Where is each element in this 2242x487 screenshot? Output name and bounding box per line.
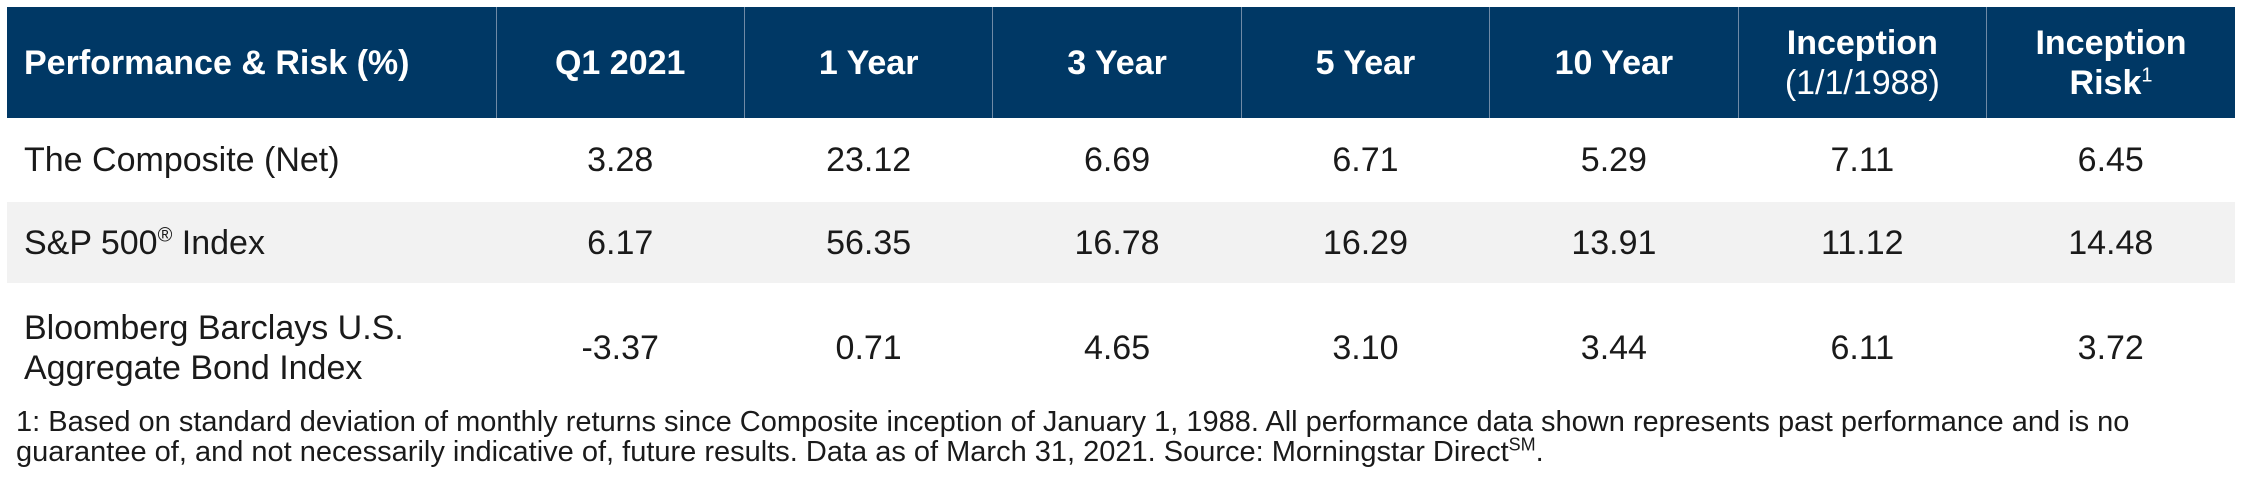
header-inception-date: (1/1/1988) (1784, 63, 1940, 102)
cell-value: 16.29 (1322, 223, 1409, 262)
header-5-year: 5 Year (1240, 7, 1490, 118)
table-row: Bloomberg Barclays U.S. Aggregate Bond In… (7, 283, 2235, 413)
table-row: The Composite (Net) 3.28 23.12 6.69 6.71… (7, 118, 2235, 202)
cell-value: 16.78 (1074, 223, 1160, 262)
cell-value: 5.29 (1580, 141, 1647, 179)
cell-value: 6.71 (1332, 141, 1399, 179)
cell-value: 3.28 (587, 141, 654, 179)
cell-value: 6.45 (2077, 141, 2144, 179)
cell-value: 3.44 (1580, 329, 1647, 367)
cell-value: 4.65 (1083, 329, 1151, 367)
cell-value: 56.35 (826, 223, 912, 262)
header-1-year: 1 Year (743, 7, 993, 118)
performance-table-container: Performance & Risk (%) Q1 2021 1 Year 3 … (7, 7, 2235, 413)
row-label-composite: The Composite (Net) (24, 141, 340, 179)
cell-value: 6.11 (1830, 329, 1895, 367)
header-10-year: 10 Year (1489, 7, 1739, 118)
cell-value: 3.10 (1332, 329, 1399, 367)
header-q1-2021: Q1 2021 (495, 7, 745, 118)
header-3-year: 3 Year (992, 7, 1242, 118)
header-inception-risk: Inception Risk1 (1986, 7, 2235, 118)
registered-mark: ® (157, 224, 173, 247)
cell-value: 0.71 (835, 329, 902, 367)
cell-value: 14.48 (2068, 223, 2154, 262)
footnote-marker: 1 (2141, 64, 2153, 87)
header-performance-risk: Performance & Risk (%) (7, 7, 496, 118)
cell-value: 7.11 (1830, 141, 1895, 179)
cell-value: 6.17 (587, 223, 654, 262)
table-row: S&P 500® Index 6.17 56.35 16.78 16.29 13… (7, 202, 2235, 283)
cell-value: 11.12 (1821, 223, 1904, 262)
row-label-sp500: S&P 500® Index (24, 223, 265, 262)
cell-value: 6.69 (1083, 141, 1151, 179)
cell-value: -3.37 (581, 329, 659, 367)
row-label-bloomberg: Bloomberg Barclays U.S. Aggregate Bond In… (24, 309, 404, 387)
cell-value: 13.91 (1571, 223, 1657, 262)
cell-value: 23.12 (826, 141, 912, 179)
cell-value: 3.72 (2077, 329, 2144, 367)
table-header-row: Performance & Risk (%) Q1 2021 1 Year 3 … (7, 7, 2235, 118)
service-mark: SM (1508, 434, 1536, 455)
footnote: 1: Based on standard deviation of monthl… (16, 406, 2130, 468)
performance-risk-table: Performance & Risk (%) Q1 2021 1 Year 3 … (7, 7, 2235, 413)
header-inception: Inception (1/1/1988) (1737, 7, 1987, 118)
